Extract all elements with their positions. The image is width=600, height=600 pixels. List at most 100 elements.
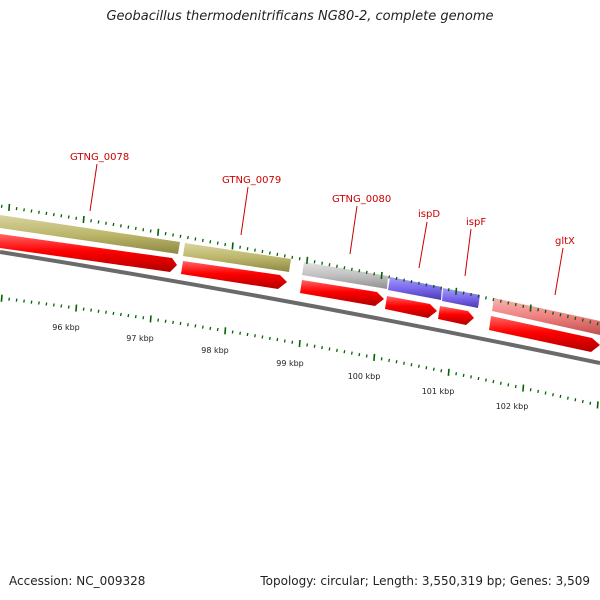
gene-gtng-0079-box[interactable] [183, 243, 291, 272]
minor-tick [127, 313, 130, 318]
minor-tick [365, 270, 368, 274]
gene-gltx-box[interactable] [492, 298, 600, 335]
minor-tick [328, 347, 331, 351]
minor-tick [261, 335, 264, 339]
minor-tick [172, 233, 174, 237]
minor-tick [485, 296, 487, 300]
minor-tick [90, 219, 93, 223]
gene-gtng-0078-box[interactable] [0, 215, 180, 254]
minor-tick [45, 302, 48, 306]
minor-tick [537, 389, 540, 394]
minor-tick [388, 358, 391, 362]
minor-tick [82, 307, 85, 311]
minor-tick [261, 249, 264, 254]
gene-label-leaders [89, 163, 564, 296]
minor-tick [60, 214, 63, 218]
minor-tick [596, 322, 599, 326]
minor-tick [477, 294, 480, 298]
minor-tick [417, 364, 420, 368]
minor-tick [112, 311, 115, 316]
minor-tick [552, 393, 554, 397]
minor-tick [403, 361, 405, 365]
minor-tick [90, 308, 93, 312]
minor-tick [537, 308, 540, 312]
major-tick [298, 340, 301, 348]
minor-tick [417, 281, 420, 285]
minor-tick [328, 263, 331, 267]
gene-gtng-0080-box[interactable] [302, 262, 388, 289]
minor-tick [477, 376, 480, 381]
minor-tick [142, 228, 145, 232]
major-tick [0, 294, 3, 302]
cds-arrow[interactable] [300, 280, 384, 306]
minor-tick [574, 316, 577, 321]
minor-tick [276, 338, 279, 342]
minor-tick [105, 221, 107, 225]
gene-ispf-box[interactable] [442, 288, 480, 308]
minor-tick [67, 215, 70, 219]
minor-tick [45, 211, 48, 216]
cds-arrow[interactable] [385, 296, 437, 318]
scale-tick-track [0, 294, 599, 409]
cds-arrow[interactable] [0, 234, 177, 272]
gene-label-gltx: gltX [555, 236, 575, 247]
minor-tick [358, 352, 361, 357]
minor-tick [67, 305, 70, 309]
major-tick [455, 287, 458, 295]
scale-label-97kbp: 97 kbp [126, 334, 154, 343]
minor-tick [157, 318, 160, 322]
minor-tick [544, 391, 547, 395]
scale-label-101kbp: 101 kbp [422, 387, 455, 396]
minor-tick [336, 264, 338, 268]
minor-tick [358, 269, 361, 273]
minor-tick [224, 242, 227, 247]
minor-tick [336, 348, 338, 353]
scale-label-96kbp: 96 kbp [52, 323, 80, 332]
scale-labels: 96 kbp 97 kbp 98 kbp 99 kbp 100 kbp 101 … [52, 323, 528, 411]
gene-label-ispd: ispD [418, 209, 440, 220]
minor-tick [492, 297, 495, 302]
minor-tick [105, 310, 107, 314]
minor-tick [313, 260, 316, 264]
gene-ispd-box[interactable] [388, 277, 442, 300]
minor-tick [589, 401, 592, 405]
minor-tick [403, 278, 405, 282]
minor-tick [425, 283, 428, 287]
minor-tick [187, 236, 189, 240]
minor-tick [291, 340, 294, 344]
minor-tick [559, 313, 562, 317]
minor-tick [373, 272, 376, 276]
leader-line [240, 186, 249, 236]
minor-tick [194, 237, 197, 241]
minor-tick [30, 300, 33, 304]
minor-tick [581, 399, 584, 404]
minor-tick [507, 383, 510, 387]
minor-tick [470, 292, 472, 297]
minor-tick [209, 326, 212, 330]
cds-arrow[interactable] [438, 306, 474, 325]
minor-tick [8, 297, 11, 301]
minor-tick [0, 204, 3, 208]
minor-tick [350, 351, 353, 355]
minor-tick [388, 275, 391, 279]
minor-tick [589, 320, 592, 324]
gene-label-gtng-0080: GTNG_0080 [332, 194, 391, 205]
minor-tick [97, 220, 100, 224]
minor-tick [552, 311, 554, 315]
minor-tick [52, 303, 55, 307]
gene-label-gtng-0079: GTNG_0079 [222, 175, 281, 186]
minor-tick [440, 369, 443, 373]
minor-tick [60, 304, 63, 308]
cds-arrow[interactable] [181, 261, 287, 289]
minor-tick [321, 261, 323, 265]
cds-arrow[interactable] [489, 316, 600, 352]
minor-tick [127, 225, 130, 229]
minor-tick [410, 280, 413, 284]
minor-tick [455, 372, 458, 376]
minor-tick [239, 331, 242, 335]
major-tick [82, 215, 85, 224]
minor-tick [268, 251, 271, 255]
backbone [0, 250, 600, 365]
